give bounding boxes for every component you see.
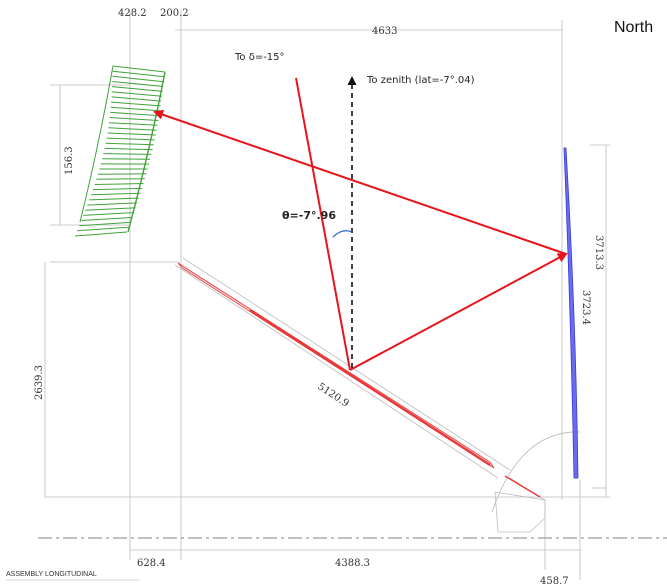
feed-element [109,117,159,121]
feed-element [110,106,160,112]
feed-element [111,101,161,107]
feed-element [89,197,139,201]
construction-lines [44,10,610,580]
dim-left-feed: 156.3 [64,146,75,175]
feed-element [108,127,157,131]
feed-outer-edge [127,71,166,233]
dim-left-lower: 2639.3 [34,365,45,400]
feed-element [96,178,145,180]
feed-element [112,86,163,92]
to-zenith-label: To zenith (lat=-7°.04) [366,75,475,86]
feed-element [107,132,156,136]
secondary-mirror [563,147,579,479]
dim-bottom-right: 458.7 [540,576,569,587]
feed-element [103,153,152,155]
dim-right-inner: 3723.4 [580,290,591,325]
feed-element [111,91,163,97]
dim-top-span: 4633 [372,26,397,37]
feed-element [106,137,155,141]
dim-top-mid: 200.2 [160,8,189,19]
dim-right-outer: 3713.3 [593,235,604,270]
feed-inner-edge [79,65,114,223]
feed-array [74,65,166,237]
dim-bottom-left: 628.4 [137,558,166,569]
to-delta-label: To δ=-15° [234,52,285,63]
north-label: North [614,19,653,36]
feed-element [83,212,134,216]
feed-element [112,65,166,73]
feed-element [112,75,164,83]
assembly-title: ASSEMBLY LONGITUDINAL [6,571,97,578]
feed-element [87,202,138,206]
feed-element [104,147,153,151]
light-rays [153,77,568,371]
feed-element [111,96,162,102]
feed-element [112,70,165,78]
feed-element [85,207,136,211]
feed-element [92,187,142,191]
ray-to-secondary [349,253,568,371]
feed-element [94,183,144,185]
dim-bottom-mid: 4388.3 [335,558,370,569]
ray-incoming [295,77,351,371]
theta-label: θ=-7°.96 [282,209,336,222]
primary-mirror [177,262,541,498]
feed-element [74,231,128,237]
dim-diagonal: 5120.9 [315,381,350,409]
feed-element [102,158,151,160]
dim-top-left: 428.2 [118,8,147,19]
ray-to-feed [153,109,567,255]
feed-element [112,81,164,87]
feed-element [105,142,154,146]
feed-element [77,226,129,232]
feed-element [81,217,133,221]
feed-element [79,221,131,227]
feed-element [110,111,160,117]
feed-element [108,122,158,126]
feed-element [91,192,141,196]
theta-angle-arc [332,230,353,238]
